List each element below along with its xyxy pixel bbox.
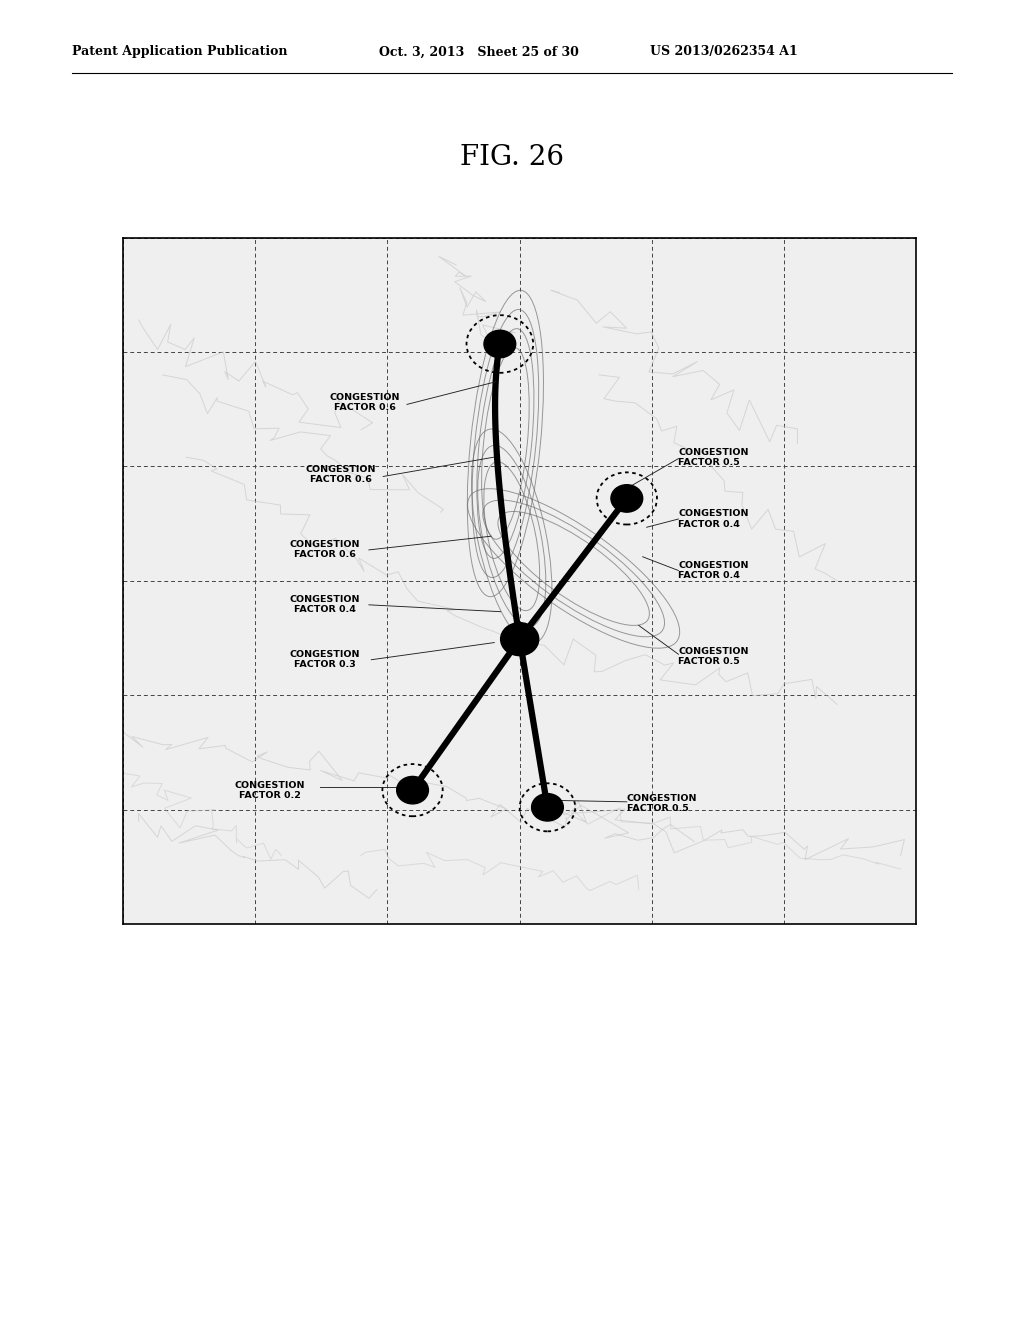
Circle shape	[611, 484, 643, 512]
Text: CONGESTION
FACTOR 0.2: CONGESTION FACTOR 0.2	[234, 780, 305, 800]
Text: CONGESTION
FACTOR 0.6: CONGESTION FACTOR 0.6	[290, 540, 360, 560]
Text: CONGESTION
FACTOR 0.6: CONGESTION FACTOR 0.6	[306, 465, 377, 484]
Text: CONGESTION
FACTOR 0.5: CONGESTION FACTOR 0.5	[678, 647, 749, 665]
Circle shape	[501, 623, 539, 656]
Text: CONGESTION
FACTOR 0.3: CONGESTION FACTOR 0.3	[290, 651, 360, 669]
Text: US 2013/0262354 A1: US 2013/0262354 A1	[650, 45, 798, 58]
Circle shape	[531, 793, 563, 821]
Text: Oct. 3, 2013   Sheet 25 of 30: Oct. 3, 2013 Sheet 25 of 30	[379, 45, 579, 58]
Circle shape	[484, 330, 516, 358]
Text: CONGESTION
FACTOR 0.4: CONGESTION FACTOR 0.4	[290, 595, 360, 614]
Text: CONGESTION
FACTOR 0.5: CONGESTION FACTOR 0.5	[678, 447, 749, 467]
Text: Patent Application Publication: Patent Application Publication	[72, 45, 287, 58]
Text: CONGESTION
FACTOR 0.6: CONGESTION FACTOR 0.6	[330, 393, 400, 412]
Circle shape	[504, 626, 536, 653]
Text: FIG. 26: FIG. 26	[460, 144, 564, 172]
Text: CONGESTION
FACTOR 0.5: CONGESTION FACTOR 0.5	[627, 795, 697, 813]
Circle shape	[396, 776, 428, 804]
Text: CONGESTION
FACTOR 0.4: CONGESTION FACTOR 0.4	[678, 561, 749, 579]
Text: CONGESTION
FACTOR 0.4: CONGESTION FACTOR 0.4	[678, 510, 749, 528]
